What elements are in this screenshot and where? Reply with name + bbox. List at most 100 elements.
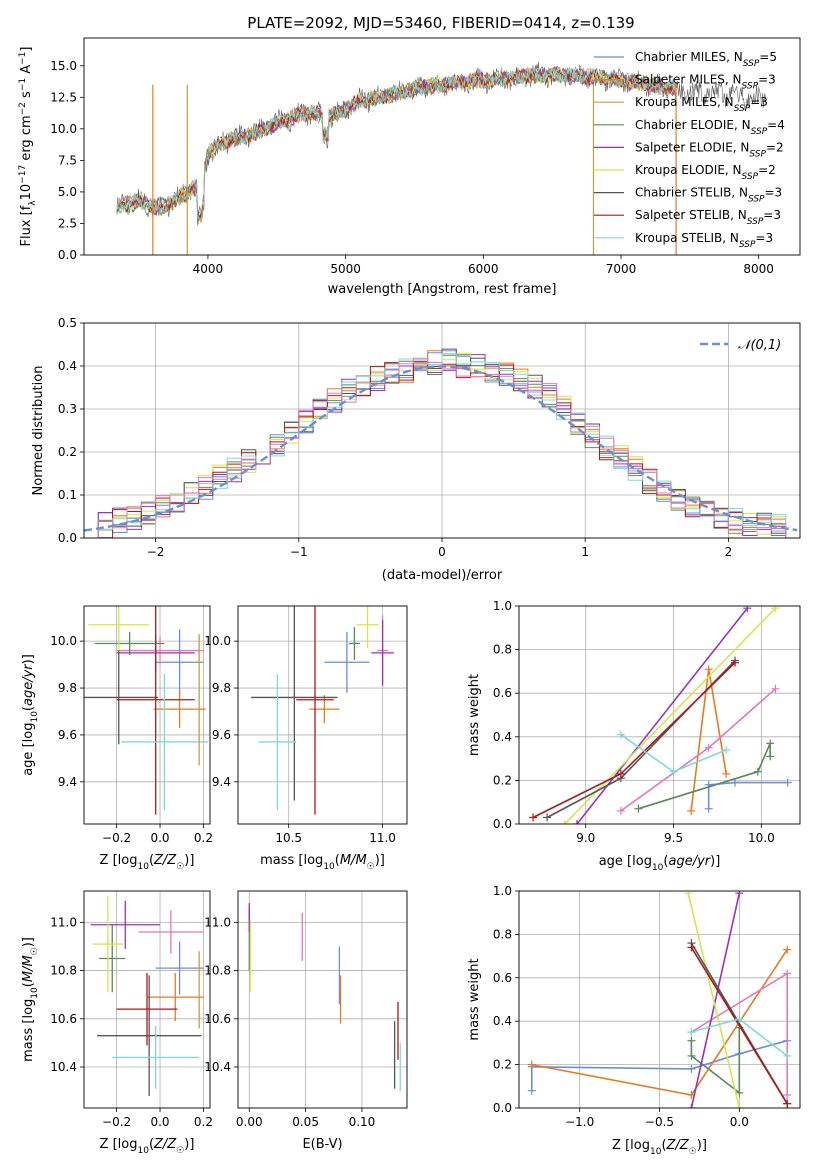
- weight-series: [687, 891, 744, 1108]
- x-tick-label: 5000: [330, 262, 361, 276]
- x-tick-label: 2: [725, 545, 733, 559]
- weight-line: [532, 662, 736, 819]
- errorbar-point: [97, 975, 202, 1096]
- x-tick-label: 8000: [743, 262, 774, 276]
- legend-entry: Salpeter MILES, NSSP=3: [635, 73, 776, 92]
- gaussian-reference-curve: [84, 365, 798, 532]
- errorbar-point: [258, 673, 297, 810]
- weight-series: [634, 739, 775, 813]
- y-axis-label: mass weight: [467, 958, 482, 1040]
- y-axis-label: age [log10(age/yr)]: [21, 654, 40, 776]
- weight-series: [560, 606, 780, 824]
- y-tick-label: 0.0: [58, 248, 77, 262]
- x-tick-label: 0.10: [349, 1115, 376, 1129]
- errorbar-point: [92, 895, 124, 993]
- y-tick-label: 9.4: [212, 775, 231, 789]
- y-tick-label: 9.8: [58, 681, 77, 695]
- panel-mass-vs-Z: −0.2 0.0 0.2 10.4 10.6 10.8 11.0 Z [log10(Z/Z☉)…: [21, 890, 213, 1156]
- x-axis-label: mass [log10(M/M☉)]: [260, 853, 385, 872]
- weight-line: [690, 1027, 741, 1095]
- y-tick-label: 0.8: [493, 643, 512, 657]
- spectrum-line: [116, 67, 677, 222]
- x-axis-label: Z [log10(Z/Z☉)]: [612, 1138, 707, 1157]
- errorbar-point: [116, 636, 204, 665]
- errorbar-point: [251, 606, 338, 801]
- legend-entry: Kroupa STELIB, NSSP=3: [635, 231, 773, 250]
- y-tick-label: 0.6: [493, 686, 512, 700]
- weight-line: [690, 946, 788, 1105]
- x-tick-label: −0.5: [645, 1115, 674, 1129]
- legend-entry: Chabrier STELIB, NSSP=3: [635, 186, 782, 205]
- errorbar-point: [371, 620, 394, 686]
- legend-entry: 𝒩(0,1): [738, 338, 781, 353]
- y-tick-label: 9.6: [212, 728, 231, 742]
- y-tick-label: 10.4: [204, 1060, 231, 1074]
- y-tick-label: 9.4: [58, 775, 77, 789]
- y-tick-label: 12.5: [50, 90, 77, 104]
- y-axis-label: Normed distribution: [31, 366, 46, 496]
- weight-line: [576, 607, 748, 824]
- y-tick-label: 11.0: [204, 915, 231, 929]
- x-tick-label: −2: [147, 545, 165, 559]
- weight-series: [529, 658, 740, 822]
- y-axis-label: Flux [fλ10−17 erg cm−2 s−1 A−1]: [18, 47, 38, 247]
- y-tick-label: 2.5: [58, 216, 77, 230]
- weight-series: [687, 1015, 792, 1060]
- x-tick-label: 0.0: [150, 1115, 169, 1129]
- panel-residuals: −2 −1 0 1 2 0.0 0.1 0.2 0.3 0.4 0.5 𝒩(0,1) (data-mod…: [31, 316, 801, 583]
- plot-area-mass-vs-Z: [84, 891, 210, 1108]
- plot-area-mass-weight-vs-age: [519, 606, 800, 824]
- x-tick-label: 6000: [468, 262, 499, 276]
- errorbar-point: [147, 972, 204, 1022]
- x-tick-label: 0: [438, 545, 446, 559]
- axes-frame: [518, 605, 801, 825]
- errorbar-point: [348, 627, 361, 660]
- histogram-step: [84, 353, 800, 538]
- errorbar-point: [155, 941, 204, 995]
- panel-age-vs-Z: −0.2 0.0 0.2 9.4 9.6 9.8 10.0 Z [log10(Z/Z☉)] ag…: [21, 605, 213, 872]
- x-tick-label: 0.05: [292, 1115, 319, 1129]
- weight-line: [687, 893, 741, 1108]
- axes-frame: [83, 890, 211, 1109]
- x-axis-label: age [log10(age/yr)]: [599, 854, 721, 873]
- y-tick-label: 0.4: [493, 730, 512, 744]
- legend-entry: Chabrier ELODIE, NSSP=4: [635, 118, 785, 137]
- x-tick-label: 10.0: [748, 831, 775, 845]
- weight-series: [527, 945, 792, 1099]
- legend-entry: Chabrier MILES, NSSP=5: [635, 50, 777, 69]
- x-axis-label: E(B-V): [302, 1137, 342, 1152]
- y-tick-label: 10.4: [50, 1060, 77, 1074]
- y-tick-label: 7.5: [58, 153, 77, 167]
- y-tick-label: 0.4: [58, 359, 77, 373]
- y-axis-label: mass [log10(M/M☉)]: [21, 937, 40, 1062]
- errorbar-point: [112, 1026, 200, 1089]
- errorbar-point: [138, 910, 204, 954]
- weight-line: [564, 607, 776, 824]
- weight-series: [687, 665, 731, 815]
- legend-entry: Salpeter STELIB, NSSP=3: [635, 208, 781, 227]
- y-tick-label: 0.5: [58, 316, 77, 330]
- y-tick-label: 10.0: [204, 634, 231, 648]
- x-tick-label: 0.0: [150, 831, 169, 845]
- errorbar-point: [356, 606, 379, 649]
- weight-line: [707, 781, 788, 809]
- y-tick-label: 0.2: [58, 445, 77, 459]
- y-tick-label: 11.0: [50, 915, 77, 929]
- x-axis-label: wavelength [Angstrom, rest frame]: [328, 282, 557, 297]
- y-tick-label: 0.2: [493, 1058, 512, 1072]
- errorbar-point: [116, 972, 178, 1046]
- panel-mass-weight-vs-age: 9.0 9.5 10.0 0.0 0.2 0.4 0.6 0.8 1.0 age [log10(a…: [467, 599, 801, 873]
- x-tick-label: 0.2: [194, 831, 213, 845]
- x-tick-label: 7000: [606, 262, 637, 276]
- y-tick-label: 0.0: [493, 1101, 512, 1115]
- errorbar-point: [88, 606, 150, 653]
- x-tick-label: 0.0: [730, 1115, 749, 1129]
- x-tick-label: −1.0: [565, 1115, 594, 1129]
- errorbar-point: [324, 631, 370, 693]
- plot-area-age-vs-mass: [238, 606, 407, 824]
- x-axis-label: Z [log10(Z/Z☉)]: [100, 1137, 195, 1156]
- x-tick-label: −0.2: [102, 1115, 131, 1129]
- errorbar-point: [99, 924, 126, 993]
- y-tick-label: 10.0: [50, 634, 77, 648]
